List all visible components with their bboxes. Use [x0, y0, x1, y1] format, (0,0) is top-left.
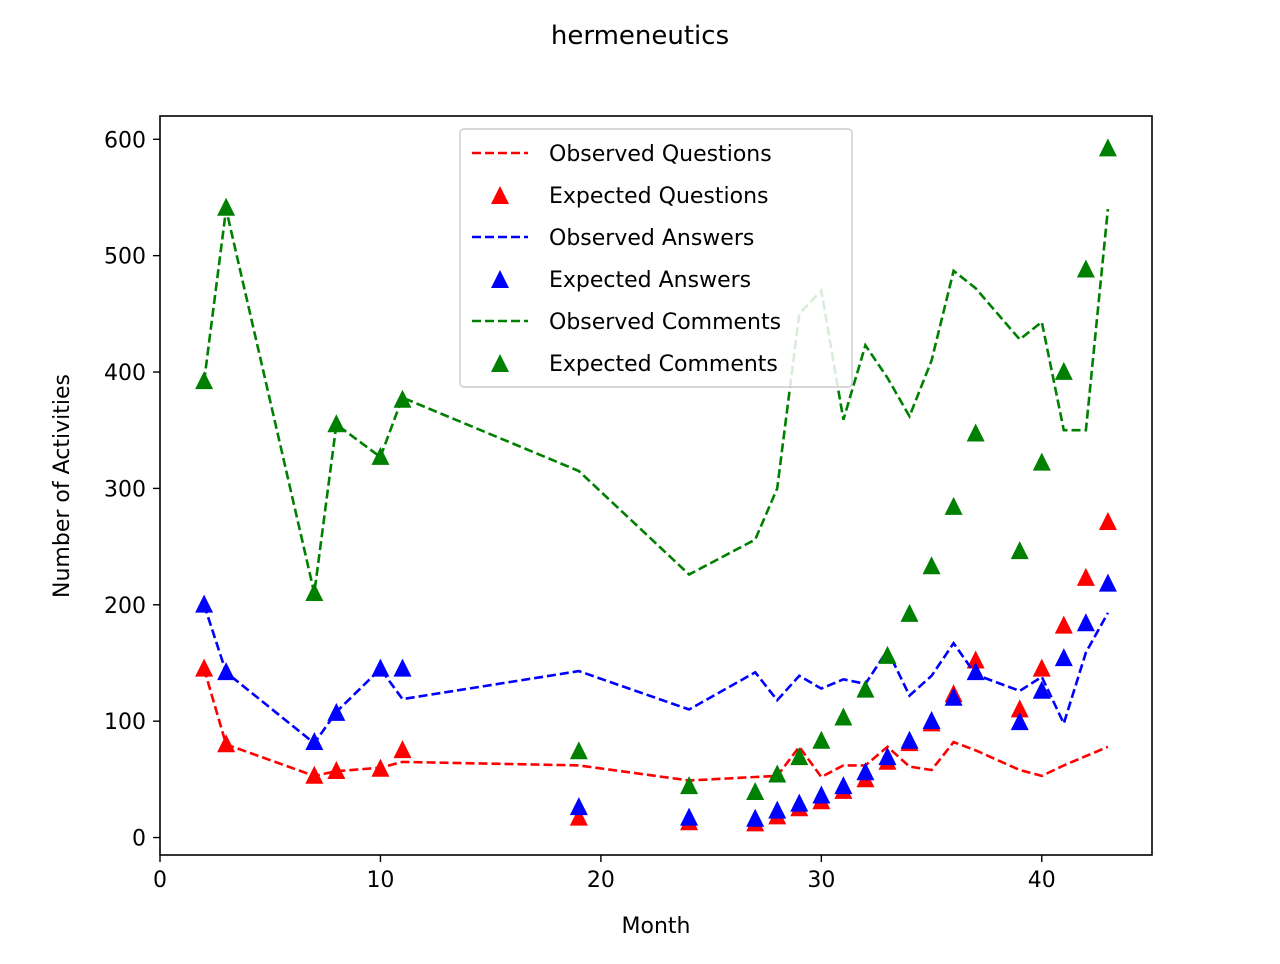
marker-expected-questions	[1054, 615, 1073, 634]
marker-expected-comments	[217, 197, 236, 216]
marker-expected-answers	[812, 785, 831, 804]
marker-expected-answers	[746, 808, 765, 827]
marker-expected-comments	[1032, 452, 1051, 471]
legend-label-observed-comments: Observed Comments	[549, 310, 781, 335]
marker-expected-comments	[569, 741, 588, 760]
legend-label-expected-questions: Expected Questions	[549, 184, 769, 209]
marker-expected-answers	[1032, 680, 1051, 699]
y-tick-label: 100	[104, 710, 146, 735]
marker-expected-comments	[1010, 541, 1029, 560]
marker-expected-answers	[1054, 648, 1073, 667]
marker-expected-answers	[1098, 573, 1117, 592]
x-tick-label: 10	[366, 868, 394, 893]
marker-expected-answers	[393, 658, 412, 677]
y-tick-label: 600	[104, 128, 146, 153]
y-axis-label: Number of Activities	[50, 374, 75, 598]
series-line-observed-questions	[202, 668, 1109, 782]
plot-frame	[159, 115, 1153, 856]
x-tick-label: 20	[587, 868, 615, 893]
y-tick-label: 500	[104, 245, 146, 270]
marker-expected-answers	[1010, 712, 1029, 731]
x-tick-label: 30	[807, 868, 835, 893]
plot-area	[195, 138, 1117, 832]
marker-expected-questions	[1032, 658, 1051, 677]
marker-expected-answers	[878, 747, 897, 766]
marker-expected-questions	[327, 761, 346, 780]
marker-expected-questions	[569, 807, 588, 826]
marker-expected-comments	[305, 582, 324, 601]
marker-expected-answers	[768, 800, 787, 819]
marker-expected-answers	[680, 807, 699, 826]
marker-expected-questions	[966, 650, 985, 669]
marker-expected-questions	[371, 758, 390, 777]
legend-box	[459, 128, 853, 388]
marker-expected-answers	[569, 797, 588, 816]
marker-expected-comments	[1054, 361, 1073, 380]
marker-expected-comments	[944, 496, 963, 515]
marker-expected-questions	[1098, 511, 1117, 530]
marker-expected-comments	[856, 679, 875, 698]
marker-expected-comments	[768, 764, 787, 783]
marker-expected-questions	[393, 740, 412, 759]
x-tick-label: 0	[153, 868, 167, 893]
marker-expected-comments	[790, 747, 809, 766]
x-axis-label: Month	[622, 914, 691, 939]
marker-expected-answers	[371, 658, 390, 677]
legend: Observed Questions Expected Questions Obse…	[459, 128, 853, 388]
marker-expected-answers	[217, 662, 236, 681]
marker-expected-answers	[966, 662, 985, 681]
x-tick-label: 40	[1028, 868, 1056, 893]
marker-expected-questions	[1010, 699, 1029, 718]
legend-swatch-expected-comments	[491, 354, 509, 372]
marker-expected-comments	[393, 389, 412, 408]
y-tick-label: 400	[104, 361, 146, 386]
marker-expected-answers	[305, 731, 324, 750]
legend-swatch-expected-answers	[491, 270, 509, 288]
marker-expected-comments	[922, 556, 941, 575]
legend-label-observed-answers: Observed Answers	[549, 226, 754, 251]
marker-expected-comments	[746, 781, 765, 800]
marker-expected-answers	[856, 762, 875, 781]
marker-expected-comments	[834, 707, 853, 726]
marker-expected-answers	[944, 687, 963, 706]
marker-expected-comments	[966, 423, 985, 442]
marker-expected-questions	[217, 734, 236, 753]
marker-expected-questions	[1076, 567, 1095, 586]
chart-title: hermeneutics	[551, 21, 729, 51]
marker-expected-comments	[900, 603, 919, 622]
y-tick-label: 200	[104, 594, 146, 619]
marker-expected-comments	[878, 645, 897, 664]
marker-expected-questions	[195, 658, 214, 677]
marker-expected-comments	[812, 730, 831, 749]
marker-expected-answers	[1076, 613, 1095, 632]
legend-label-expected-comments: Expected Comments	[549, 352, 778, 377]
legend-swatch-expected-questions	[491, 186, 509, 204]
y-tick-label: 0	[132, 827, 146, 852]
marker-expected-comments	[1098, 138, 1117, 157]
marker-expected-comments	[327, 414, 346, 433]
marker-expected-answers	[327, 702, 346, 721]
marker-expected-comments	[1076, 259, 1095, 278]
marker-expected-comments	[371, 446, 390, 465]
marker-expected-comments	[680, 776, 699, 795]
legend-label-expected-answers: Expected Answers	[549, 268, 751, 293]
legend-label-observed-questions: Observed Questions	[549, 142, 772, 167]
marker-expected-comments	[195, 371, 214, 390]
marker-expected-questions	[305, 765, 324, 784]
marker-expected-answers	[790, 793, 809, 812]
marker-expected-answers	[922, 711, 941, 730]
marker-expected-answers	[195, 594, 214, 613]
marker-expected-answers	[900, 730, 919, 749]
y-tick-label: 300	[104, 477, 146, 502]
marker-expected-answers	[834, 776, 853, 795]
